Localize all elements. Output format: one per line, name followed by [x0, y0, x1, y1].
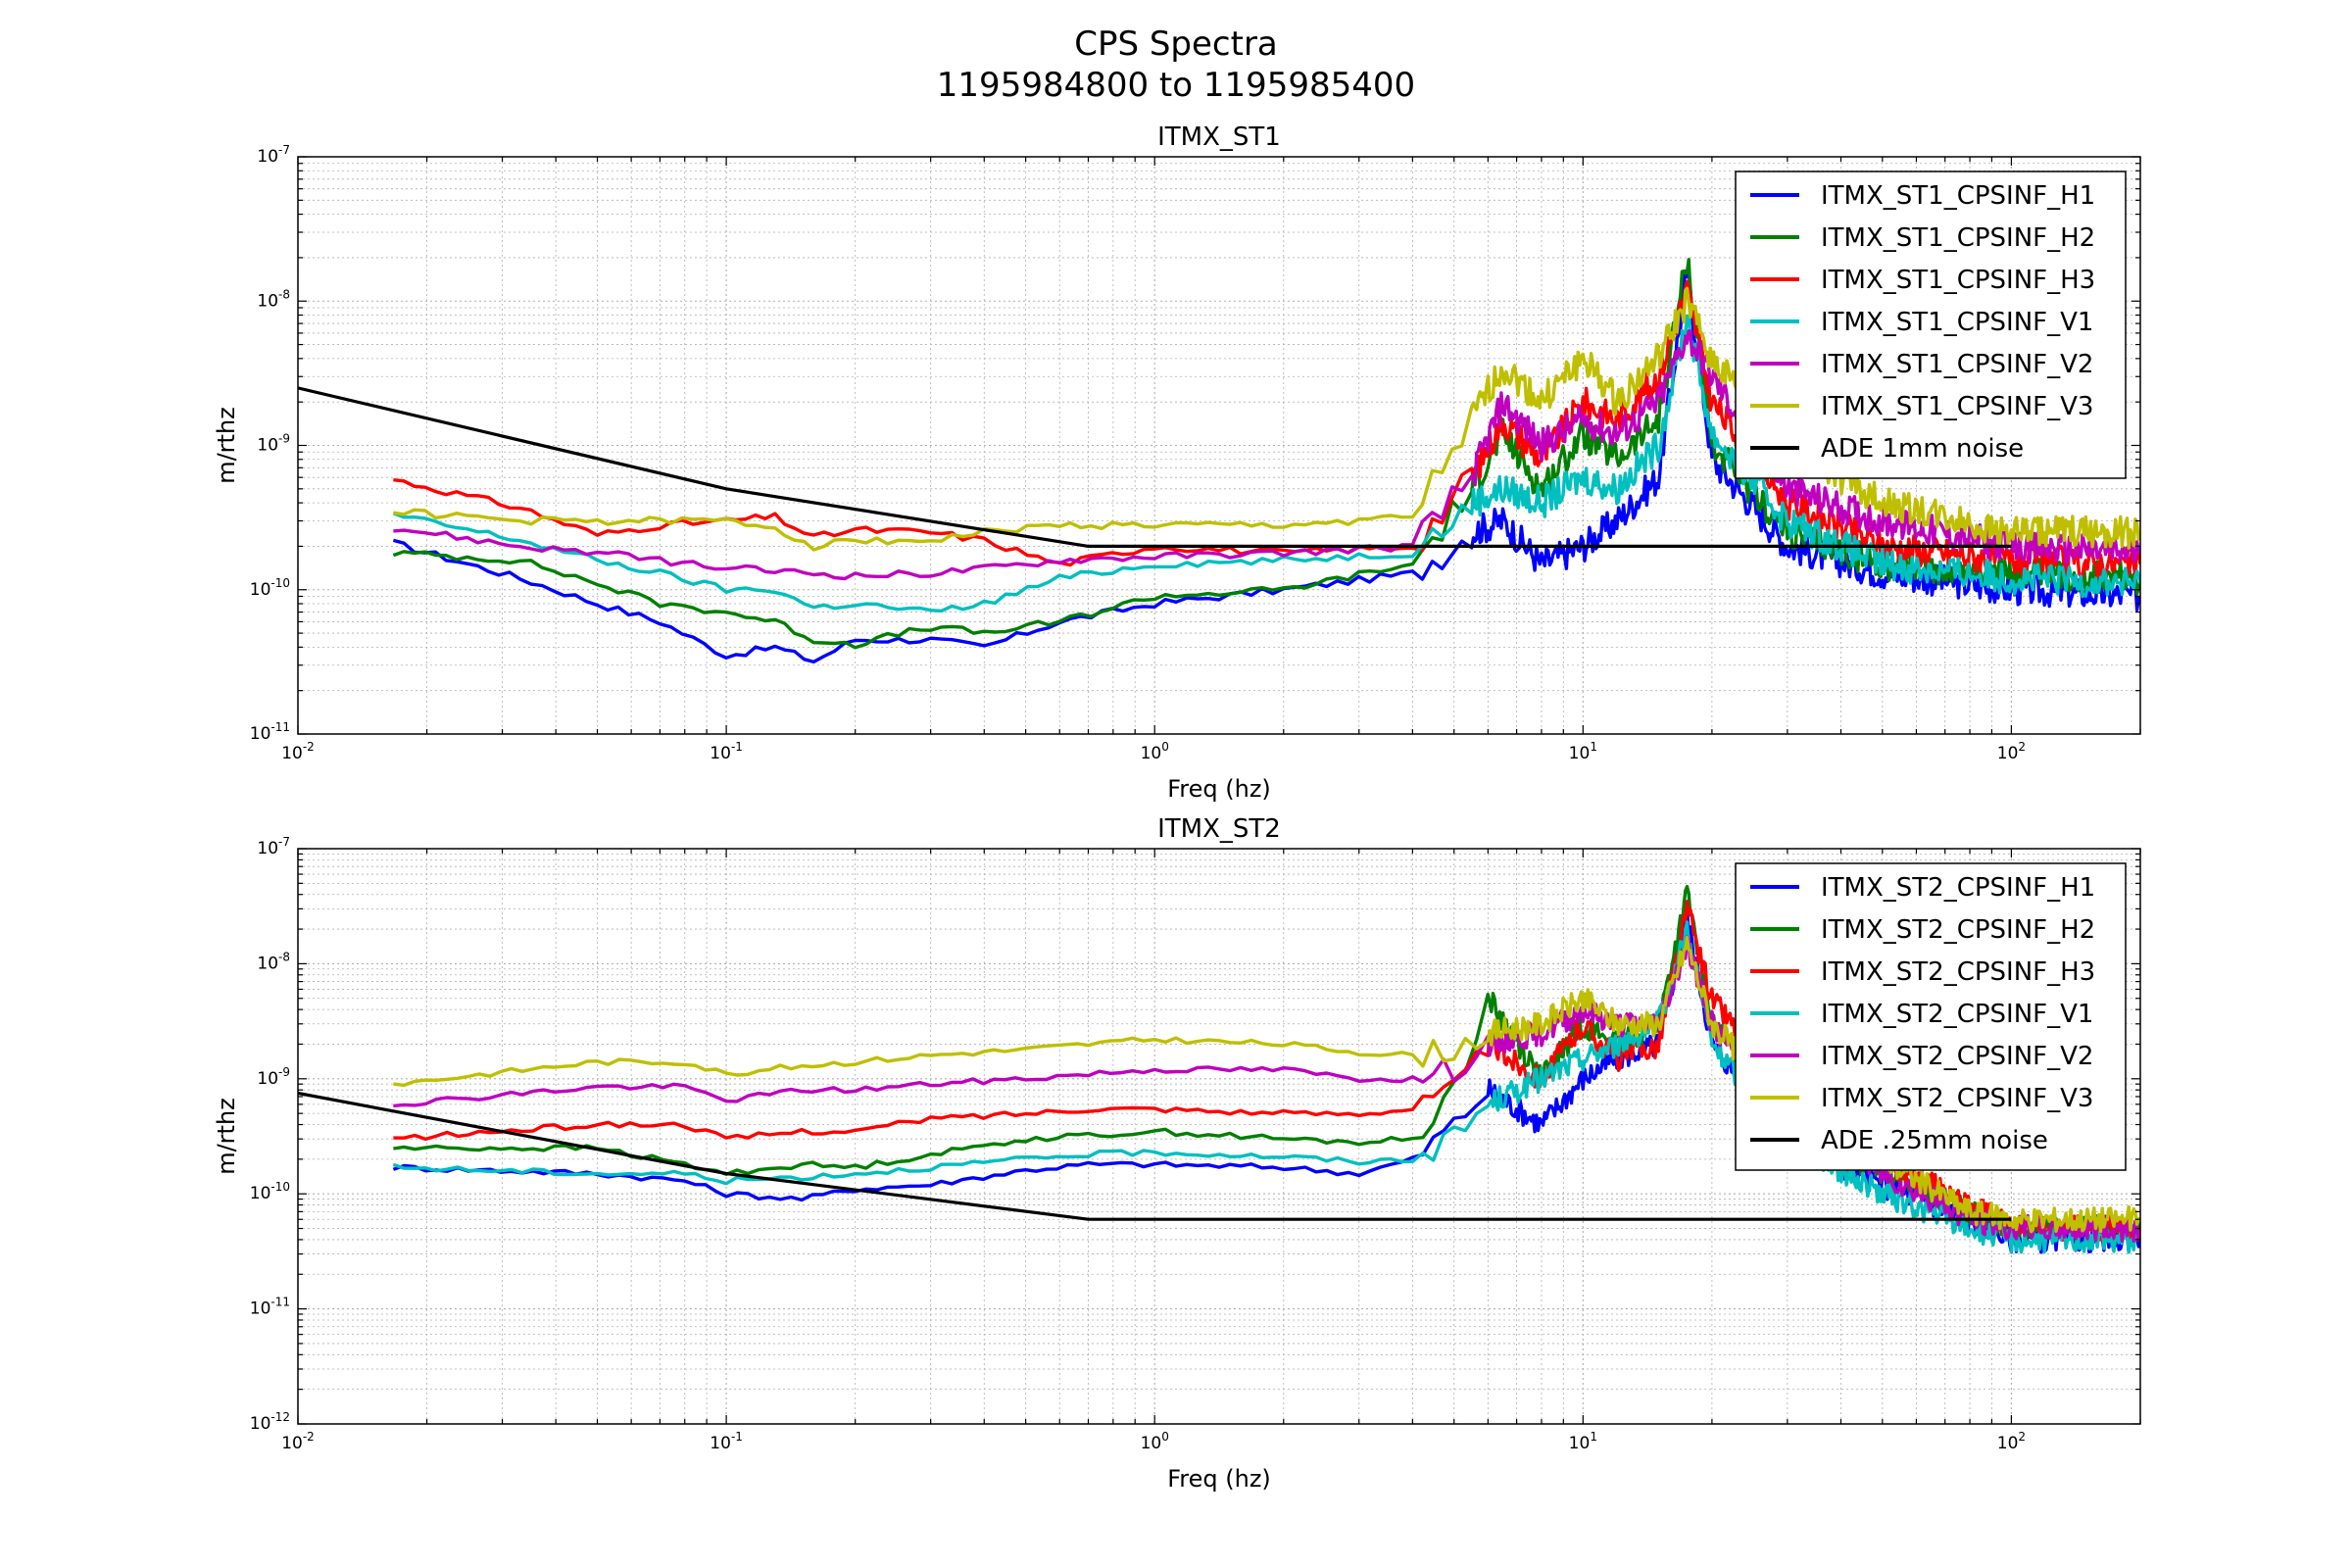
y-tick-label: 10-7 — [257, 835, 290, 858]
x-axis-label: Freq (hz) — [1167, 1465, 1271, 1493]
y-tick-label: 10-8 — [257, 950, 290, 973]
legend-label: ITMX_ST1_CPSINF_H2 — [1821, 223, 2095, 253]
y-tick-label: 10-8 — [257, 287, 290, 311]
x-tick-label: 100 — [1141, 740, 1169, 763]
x-tick-label: 101 — [1569, 740, 1597, 763]
series-group — [298, 884, 2140, 1254]
legend-label: ITMX_ST1_CPSINF_H1 — [1821, 181, 2095, 211]
series-line-ADE 1mm noise — [298, 386, 2012, 548]
subplot-title: ITMX_ST2 — [1157, 814, 1281, 844]
x-tick-label: 10-2 — [281, 1430, 315, 1453]
legend: ITMX_ST1_CPSINF_H1 ITMX_ST1_CPSINF_H2 ITMX… — [1735, 171, 2127, 479]
legend-label: ITMX_ST2_CPSINF_V1 — [1821, 1000, 2093, 1029]
legend-box — [1735, 862, 2127, 1171]
x-tick-label: 10-2 — [281, 740, 315, 763]
series-line-ITMX_ST2_CPSINF_V3 — [393, 935, 2140, 1234]
legend-label: ADE 1mm noise — [1821, 434, 2024, 464]
legend: ITMX_ST2_CPSINF_H1 ITMX_ST2_CPSINF_H2 ITMX… — [1735, 862, 2127, 1171]
x-tick-label: 100 — [1141, 1430, 1169, 1453]
y-axis-label: m/rthz — [213, 1098, 240, 1175]
legend-label: ITMX_ST2_CPSINF_V3 — [1821, 1084, 2093, 1113]
series-line-ITMX_ST2_CPSINF_H1 — [392, 907, 2140, 1254]
x-tick-label: 10-1 — [710, 740, 743, 763]
x-axis-label: Freq (hz) — [1167, 775, 1271, 803]
series-line-ADE .25mm noise — [298, 1091, 2012, 1221]
legend-label: ADE .25mm noise — [1821, 1126, 2048, 1155]
y-tick-label: 10-12 — [250, 1410, 290, 1434]
subplot-1: 10-2 10-1 100 101 102 10-11 10-10 10-9 10-8 10-7 I… — [213, 122, 2141, 803]
y-tick-label: 10-10 — [250, 1180, 290, 1203]
y-tick-label: 10-9 — [257, 432, 290, 456]
y-tick-label: 10-7 — [257, 143, 290, 167]
legend-label: ITMX_ST2_CPSINF_V2 — [1821, 1042, 2093, 1071]
legend-label: ITMX_ST1_CPSINF_V3 — [1821, 392, 2093, 421]
series-group — [298, 258, 2140, 664]
subplot-title: ITMX_ST1 — [1157, 122, 1281, 152]
legend-label: ITMX_ST1_CPSINF_V2 — [1821, 350, 2093, 379]
y-axis-label: m/rthz — [213, 407, 240, 484]
x-tick-label: 102 — [1997, 740, 2026, 763]
axes-frame — [297, 848, 2141, 1425]
figure-subtitle: 1195984800 to 1195985400 — [936, 66, 1416, 105]
y-tick-label: 10-9 — [257, 1065, 290, 1089]
legend-label: ITMX_ST2_CPSINF_H1 — [1821, 873, 2095, 903]
legend-box — [1735, 171, 2127, 479]
legend-label: ITMX_ST2_CPSINF_H3 — [1821, 957, 2095, 987]
series-line-ITMX_ST1_CPSINF_V3 — [393, 286, 2140, 552]
subplot-2: 10-2 10-1 100 101 102 10-12 10-11 10-10 10-9 10-8… — [213, 814, 2141, 1493]
y-tick-label: 10-10 — [250, 576, 290, 600]
legend-label: ITMX_ST1_CPSINF_V1 — [1821, 308, 2093, 337]
figure-title: CPS Spectra — [1074, 24, 1278, 64]
series-line-ITMX_ST1_CPSINF_V1 — [392, 314, 2140, 613]
y-tick-label: 10-11 — [250, 720, 290, 744]
x-tick-label: 10-1 — [710, 1430, 743, 1453]
legend-label: ITMX_ST1_CPSINF_H3 — [1821, 266, 2095, 295]
x-tick-label: 101 — [1569, 1430, 1597, 1453]
y-tick-label: 10-11 — [250, 1296, 290, 1319]
legend-label: ITMX_ST2_CPSINF_H2 — [1821, 915, 2095, 945]
x-tick-label: 102 — [1997, 1430, 2026, 1453]
